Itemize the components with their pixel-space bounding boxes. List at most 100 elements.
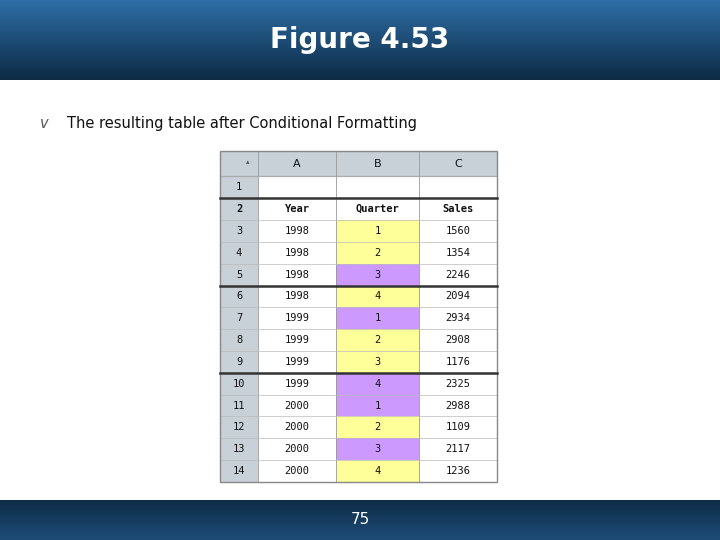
Text: 1354: 1354 bbox=[446, 248, 470, 258]
Text: Sales: Sales bbox=[442, 204, 474, 214]
Text: 7: 7 bbox=[236, 313, 242, 323]
FancyBboxPatch shape bbox=[220, 351, 258, 373]
FancyBboxPatch shape bbox=[220, 242, 258, 264]
FancyBboxPatch shape bbox=[220, 177, 258, 198]
FancyBboxPatch shape bbox=[258, 416, 336, 438]
FancyBboxPatch shape bbox=[220, 198, 258, 220]
FancyBboxPatch shape bbox=[419, 151, 497, 177]
FancyBboxPatch shape bbox=[419, 307, 497, 329]
FancyBboxPatch shape bbox=[258, 460, 336, 482]
Text: 3: 3 bbox=[374, 269, 381, 280]
FancyBboxPatch shape bbox=[336, 242, 419, 264]
FancyBboxPatch shape bbox=[336, 307, 419, 329]
FancyBboxPatch shape bbox=[336, 416, 419, 438]
Text: 1998: 1998 bbox=[284, 292, 310, 301]
FancyBboxPatch shape bbox=[220, 307, 258, 329]
Text: 1: 1 bbox=[374, 226, 381, 236]
FancyBboxPatch shape bbox=[419, 198, 497, 220]
FancyBboxPatch shape bbox=[220, 329, 258, 351]
Text: 2094: 2094 bbox=[446, 292, 470, 301]
Text: 2000: 2000 bbox=[284, 422, 310, 433]
Text: 4: 4 bbox=[374, 292, 381, 301]
Text: 1998: 1998 bbox=[284, 269, 310, 280]
Text: 1176: 1176 bbox=[446, 357, 470, 367]
Text: 1236: 1236 bbox=[446, 466, 470, 476]
Text: Year: Year bbox=[284, 204, 310, 214]
FancyBboxPatch shape bbox=[336, 151, 419, 177]
Text: 6: 6 bbox=[236, 292, 242, 301]
FancyBboxPatch shape bbox=[336, 286, 419, 307]
Text: 2988: 2988 bbox=[446, 401, 470, 410]
Text: 1998: 1998 bbox=[284, 248, 310, 258]
Text: 1999: 1999 bbox=[284, 357, 310, 367]
Text: 2: 2 bbox=[374, 248, 381, 258]
Text: 2325: 2325 bbox=[446, 379, 470, 389]
FancyBboxPatch shape bbox=[258, 329, 336, 351]
FancyBboxPatch shape bbox=[220, 395, 258, 416]
FancyBboxPatch shape bbox=[419, 177, 497, 198]
Text: 1: 1 bbox=[374, 401, 381, 410]
Text: 2934: 2934 bbox=[446, 313, 470, 323]
FancyBboxPatch shape bbox=[336, 198, 419, 220]
FancyBboxPatch shape bbox=[258, 351, 336, 373]
Text: v: v bbox=[40, 117, 48, 131]
Text: 11: 11 bbox=[233, 401, 246, 410]
Text: 3: 3 bbox=[236, 226, 242, 236]
FancyBboxPatch shape bbox=[336, 438, 419, 460]
FancyBboxPatch shape bbox=[258, 438, 336, 460]
FancyBboxPatch shape bbox=[419, 286, 497, 307]
FancyBboxPatch shape bbox=[336, 373, 419, 395]
Text: Quarter: Quarter bbox=[356, 204, 400, 214]
Text: 2000: 2000 bbox=[284, 466, 310, 476]
FancyBboxPatch shape bbox=[419, 329, 497, 351]
FancyBboxPatch shape bbox=[220, 151, 258, 177]
Text: 1: 1 bbox=[236, 183, 242, 192]
Text: Figure 4.53: Figure 4.53 bbox=[271, 26, 449, 54]
Text: 2246: 2246 bbox=[446, 269, 470, 280]
FancyBboxPatch shape bbox=[258, 286, 336, 307]
FancyBboxPatch shape bbox=[336, 220, 419, 242]
FancyBboxPatch shape bbox=[258, 198, 336, 220]
Text: C: C bbox=[454, 159, 462, 169]
FancyBboxPatch shape bbox=[220, 286, 258, 307]
Text: 4: 4 bbox=[236, 248, 242, 258]
FancyBboxPatch shape bbox=[419, 460, 497, 482]
FancyBboxPatch shape bbox=[336, 351, 419, 373]
FancyBboxPatch shape bbox=[258, 177, 336, 198]
FancyBboxPatch shape bbox=[220, 220, 258, 242]
Text: 5: 5 bbox=[236, 269, 242, 280]
FancyBboxPatch shape bbox=[419, 416, 497, 438]
Text: 2000: 2000 bbox=[284, 401, 310, 410]
FancyBboxPatch shape bbox=[258, 242, 336, 264]
Text: 4: 4 bbox=[374, 379, 381, 389]
Text: 1999: 1999 bbox=[284, 313, 310, 323]
Text: 2: 2 bbox=[374, 422, 381, 433]
FancyBboxPatch shape bbox=[419, 438, 497, 460]
Text: 2117: 2117 bbox=[446, 444, 470, 454]
Text: 1109: 1109 bbox=[446, 422, 470, 433]
FancyBboxPatch shape bbox=[419, 373, 497, 395]
FancyBboxPatch shape bbox=[258, 373, 336, 395]
FancyBboxPatch shape bbox=[419, 220, 497, 242]
Text: 1998: 1998 bbox=[284, 226, 310, 236]
FancyBboxPatch shape bbox=[220, 460, 258, 482]
FancyBboxPatch shape bbox=[258, 220, 336, 242]
Text: 14: 14 bbox=[233, 466, 246, 476]
FancyBboxPatch shape bbox=[419, 351, 497, 373]
Text: 2: 2 bbox=[236, 204, 242, 214]
Text: 3: 3 bbox=[374, 357, 381, 367]
Text: 1: 1 bbox=[374, 313, 381, 323]
FancyBboxPatch shape bbox=[419, 395, 497, 416]
FancyBboxPatch shape bbox=[419, 264, 497, 286]
Text: A: A bbox=[294, 159, 301, 169]
Text: 1999: 1999 bbox=[284, 335, 310, 345]
FancyBboxPatch shape bbox=[258, 395, 336, 416]
FancyBboxPatch shape bbox=[258, 264, 336, 286]
FancyBboxPatch shape bbox=[336, 460, 419, 482]
Text: 8: 8 bbox=[236, 335, 242, 345]
Text: 9: 9 bbox=[236, 357, 242, 367]
Text: 13: 13 bbox=[233, 444, 246, 454]
Text: 3: 3 bbox=[374, 444, 381, 454]
Text: 2000: 2000 bbox=[284, 444, 310, 454]
FancyBboxPatch shape bbox=[220, 438, 258, 460]
